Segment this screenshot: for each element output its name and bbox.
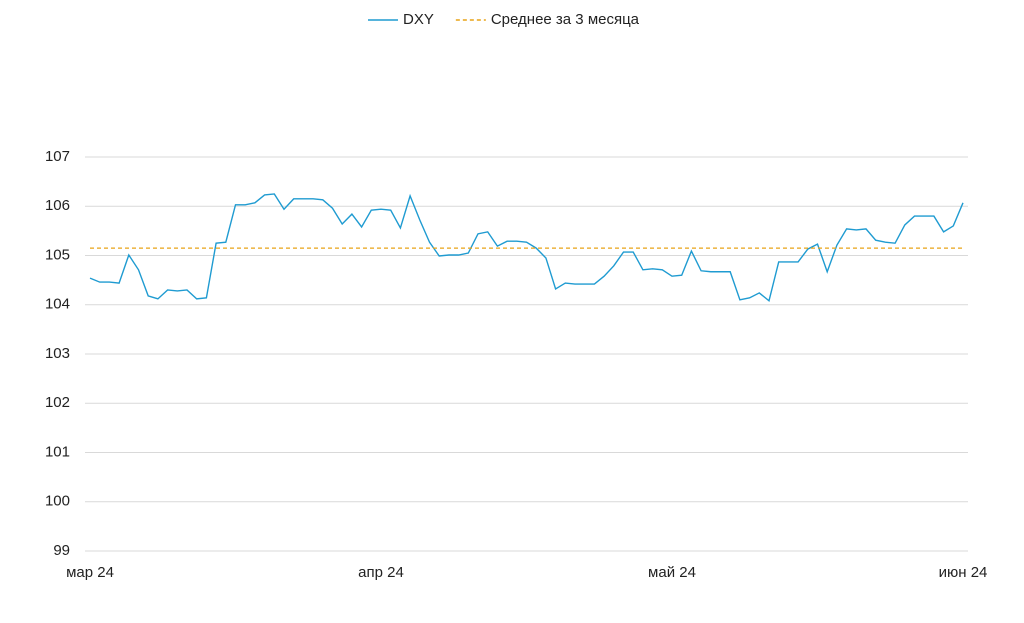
x-tick-label: июн 24 bbox=[939, 564, 988, 581]
y-tick-label: 101 bbox=[45, 443, 70, 460]
y-tick-label: 105 bbox=[45, 246, 70, 263]
y-tick-label: 103 bbox=[45, 345, 70, 362]
legend-label: Среднее за 3 месяца bbox=[491, 11, 640, 28]
y-tick-label: 100 bbox=[45, 493, 70, 510]
y-tick-label: 107 bbox=[45, 148, 70, 165]
y-tick-label: 106 bbox=[45, 197, 70, 214]
legend-label: DXY bbox=[403, 11, 434, 28]
x-tick-label: апр 24 bbox=[358, 564, 404, 581]
y-tick-label: 104 bbox=[45, 296, 70, 313]
x-tick-label: май 24 bbox=[648, 564, 696, 581]
y-tick-label: 102 bbox=[45, 394, 70, 411]
x-tick-label: мар 24 bbox=[66, 564, 114, 581]
y-tick-label: 99 bbox=[53, 542, 70, 559]
series-line bbox=[89, 193, 964, 303]
